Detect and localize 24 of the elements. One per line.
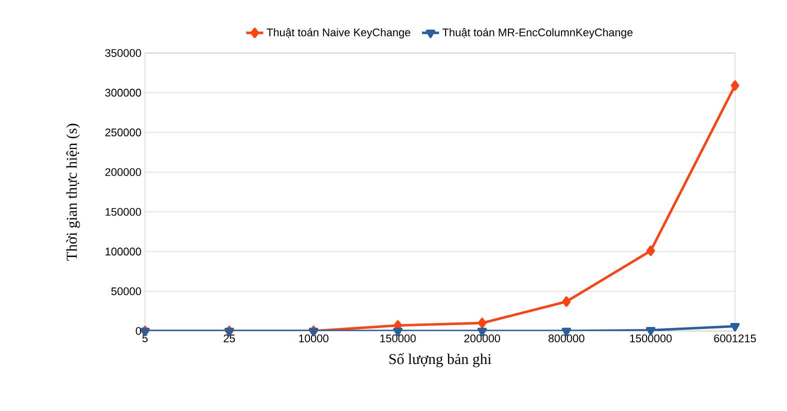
y-tick-label: 50000	[111, 287, 142, 296]
x-tick-label: 10000	[299, 334, 328, 342]
y-tick-label: 150000	[106, 208, 142, 216]
x-tick-label: 25	[224, 334, 235, 342]
legend-label: Thuật toán Naive KeyChange	[266, 28, 410, 38]
point	[730, 322, 740, 332]
y-axis-title: Thời gian thực hiện (s)	[66, 124, 80, 261]
y-tick-label: 350000	[105, 49, 142, 57]
y-tick-label: 200000	[105, 168, 142, 176]
legend-label: Thuật toán MR-EncColumnKeyChange	[442, 28, 632, 38]
y-tick-label: 0	[136, 327, 142, 335]
x-tick-label: 800000	[548, 334, 584, 342]
x-tick-label: 150000	[380, 334, 416, 342]
point	[562, 296, 571, 307]
y-tick-label: 100000	[106, 248, 142, 256]
x-tick-label: 6001215	[714, 334, 756, 342]
x-tick-label: 200000	[464, 334, 500, 342]
point	[646, 246, 655, 256]
x-tick-label: 1500000	[630, 334, 672, 342]
point	[730, 80, 740, 91]
y-tick-label: 300000	[105, 88, 142, 97]
x-axis-title: Số lượng bản ghi	[389, 353, 492, 368]
point	[478, 318, 486, 328]
y-tick-label: 250000	[105, 128, 142, 136]
